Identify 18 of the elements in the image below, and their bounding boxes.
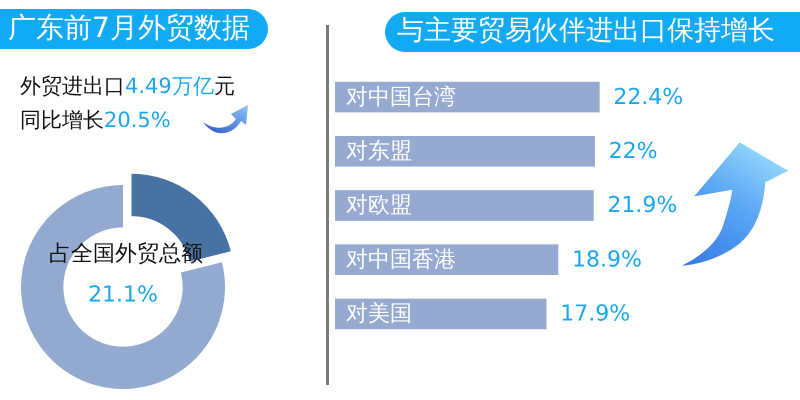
- chart-title: 与主要贸易伙伴进出口保持增长: [385, 12, 800, 52]
- text: 同比增长20.5%: [20, 108, 171, 132]
- data-label: 21.1%: [88, 282, 158, 308]
- data-label: 22%: [608, 139, 658, 164]
- data-label: 21.9%: [607, 193, 678, 218]
- y-tick-label: 对中国台湾: [346, 84, 456, 110]
- y-tick-label: 对中国香港: [346, 247, 456, 272]
- y-tick-label: 对欧盟: [346, 193, 412, 218]
- chart-title: 广东前7月外贸数据: [0, 9, 268, 49]
- text: 外贸进出口4.49万亿元: [20, 74, 235, 98]
- y-tick-label: 对东盟: [346, 139, 412, 164]
- data-label: 22.4%: [613, 84, 684, 110]
- y-tick-label: 对美国: [346, 302, 412, 327]
- bar: [335, 136, 595, 167]
- data-label: 17.9%: [560, 302, 630, 327]
- bar: [335, 298, 547, 330]
- bar: [335, 190, 594, 221]
- data-label: 18.9%: [572, 247, 642, 272]
